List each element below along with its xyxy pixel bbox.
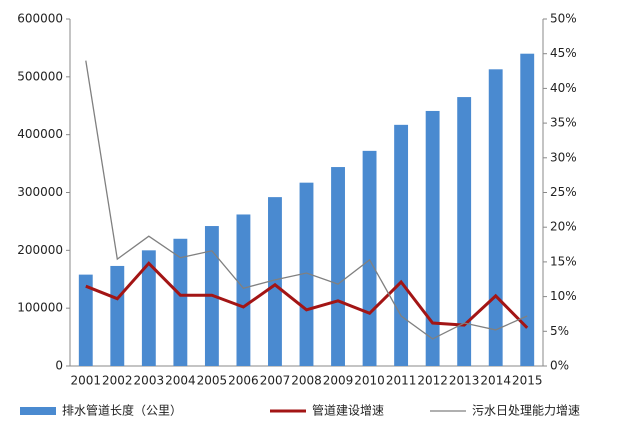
y-tick-label: 0 <box>55 359 63 373</box>
y2-tick-label: 25% <box>550 185 577 199</box>
x-tick-label: 2005 <box>197 374 228 388</box>
x-tick-label: 2008 <box>291 374 322 388</box>
x-tick-label: 2001 <box>70 374 101 388</box>
y2-tick-label: 30% <box>550 150 577 164</box>
y-tick-label: 600000 <box>17 12 63 26</box>
x-tick-label: 2003 <box>134 374 165 388</box>
y2-tick-label: 45% <box>550 46 577 60</box>
bar <box>173 238 188 366</box>
x-tick-label: 2014 <box>480 374 511 388</box>
x-tick-label: 2007 <box>260 374 291 388</box>
y-tick-label: 100000 <box>17 301 63 315</box>
line-series <box>85 60 528 340</box>
y2-tick-label: 5% <box>550 324 569 338</box>
y-tick-label: 200000 <box>17 243 63 257</box>
bar <box>362 150 377 366</box>
x-tick-label: 2004 <box>165 374 196 388</box>
x-tick-label: 2011 <box>386 374 417 388</box>
legend-swatch <box>20 407 56 415</box>
bar <box>394 124 409 367</box>
legend-label: 污水日处理能力增速 <box>472 404 580 418</box>
bar <box>236 214 251 366</box>
bar <box>520 53 535 366</box>
bar <box>299 182 314 366</box>
bar <box>110 265 125 366</box>
y2-tick-label: 40% <box>550 81 577 95</box>
x-tick-label: 2006 <box>228 374 259 388</box>
y2-tick-label: 15% <box>550 254 577 268</box>
x-tick-label: 2013 <box>449 374 480 388</box>
bar <box>488 69 503 366</box>
bar <box>457 97 472 366</box>
bar <box>425 110 440 366</box>
bar <box>141 250 156 366</box>
x-tick-label: 2002 <box>102 374 133 388</box>
x-tick-label: 2010 <box>354 374 385 388</box>
legend-label: 排水管道长度（公里） <box>62 403 182 418</box>
y2-tick-label: 20% <box>550 220 577 234</box>
y2-tick-label: 10% <box>550 289 577 303</box>
x-tick-label: 2012 <box>417 374 448 388</box>
line-series <box>85 261 529 329</box>
bar <box>78 274 93 366</box>
y-tick-label: 500000 <box>17 69 63 83</box>
y2-tick-label: 0% <box>550 359 569 373</box>
bar <box>268 197 282 366</box>
y2-tick-label: 50% <box>550 12 577 26</box>
y2-tick-label: 35% <box>550 116 577 130</box>
y-tick-label: 400000 <box>17 127 63 141</box>
bar <box>331 167 345 366</box>
x-tick-label: 2015 <box>512 374 543 388</box>
y-tick-label: 300000 <box>17 185 63 199</box>
x-tick-label: 2009 <box>323 374 354 388</box>
legend-label: 管道建设增速 <box>312 403 384 418</box>
